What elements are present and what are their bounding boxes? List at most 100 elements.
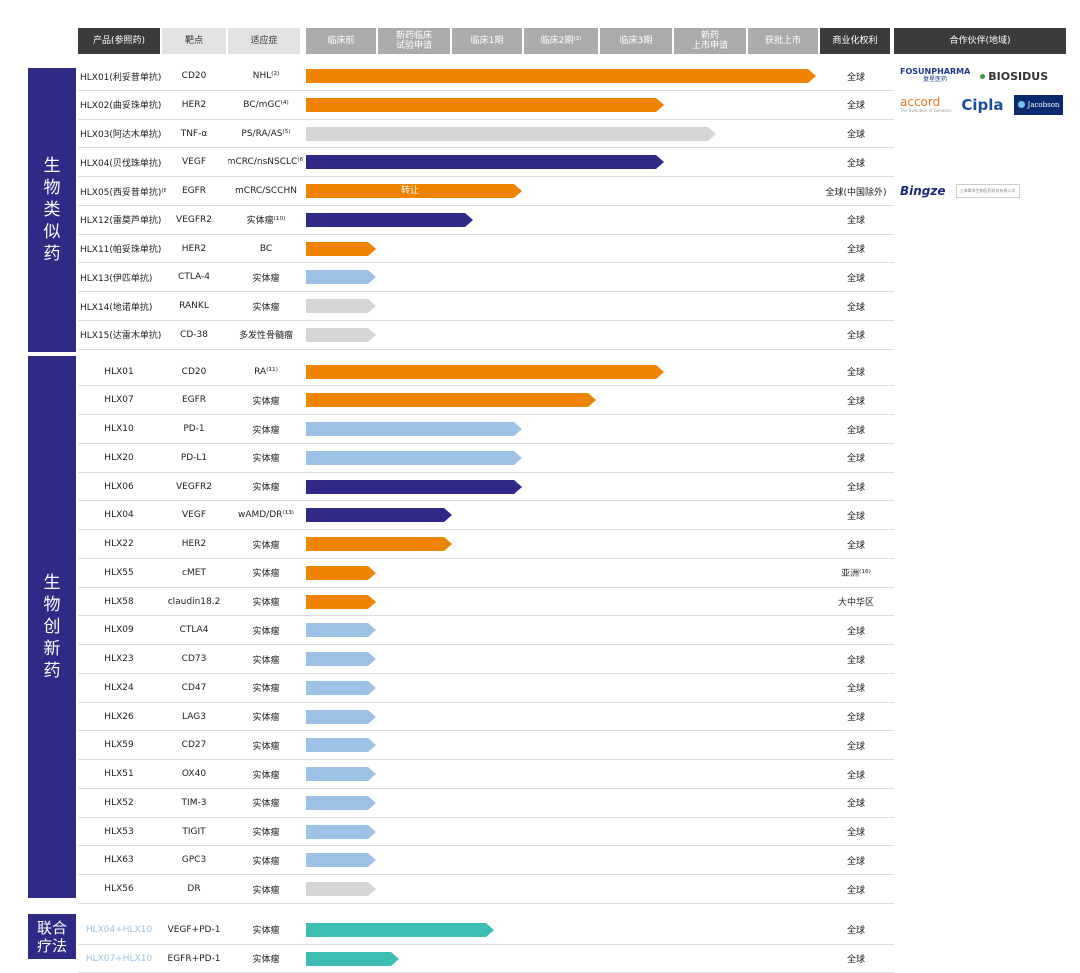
progress-arrow: [368, 652, 376, 666]
commercial-rights: 全球: [846, 540, 865, 551]
target: CD47: [181, 682, 207, 693]
progress-arrow: [708, 126, 716, 141]
header-ind: 新药临床 试验申请: [378, 28, 450, 54]
row-divider: [78, 845, 894, 847]
row-divider: [78, 385, 894, 387]
indication: RA⁽¹¹⁾: [254, 366, 278, 377]
progress-bar: [306, 680, 376, 695]
row-divider: [78, 176, 894, 177]
indication: 实体瘤: [252, 425, 280, 436]
target: VEGF: [182, 157, 206, 168]
indication: 实体瘤: [252, 828, 280, 838]
accord-logo-text: accord: [900, 94, 941, 109]
commercial-rights: 全球: [846, 368, 865, 378]
product-name: HLX63: [104, 855, 134, 866]
target: CD20: [181, 71, 207, 81]
target: LAG3: [182, 711, 206, 722]
indication: 实体瘤: [252, 799, 280, 810]
product-name: HLX59: [104, 740, 134, 751]
indication: 实体瘤: [252, 626, 280, 637]
row-divider: [78, 291, 894, 292]
commercial-rights: 亚洲⁽¹⁶⁾: [841, 569, 871, 580]
commercial-rights: 全球: [846, 216, 865, 227]
indication: wAMD/DR⁽¹³⁾: [237, 510, 295, 521]
header-approved: 获批上市: [748, 28, 818, 54]
progress-arrow: [368, 680, 376, 695]
commercial-rights: 全球: [846, 273, 865, 284]
row-divider: [78, 557, 894, 559]
target: CTLA4: [179, 625, 209, 636]
progress-bar: [306, 922, 494, 937]
target: PD-L1: [180, 452, 208, 463]
product-name: HLX26: [104, 711, 134, 722]
row-divider: [78, 672, 894, 674]
product-name: HLX02(曲妥珠单抗): [80, 101, 162, 112]
product-name: HLX15(达雷木单抗): [80, 331, 162, 342]
progress-bar: [306, 450, 522, 465]
globe-icon: [1017, 101, 1025, 109]
indication: BC/mGC⁽⁴⁾: [243, 99, 289, 110]
indication: 多发性骨髓瘤: [238, 331, 293, 342]
target: TIM-3: [181, 797, 207, 808]
progress-arrow: [514, 479, 522, 494]
progress-arrow: [656, 364, 664, 379]
indication: 实体瘤: [252, 684, 280, 695]
indication: 实体瘤: [252, 926, 280, 937]
header-rights: 商业化权利: [820, 28, 890, 54]
progress-bar: [306, 951, 399, 966]
product-name: HLX56: [104, 884, 134, 894]
indication: 实体瘤: [252, 483, 280, 493]
commercial-rights: 全球: [846, 511, 865, 522]
row-divider: [78, 319, 894, 321]
commercial-rights: 全球: [846, 655, 865, 666]
progress-bar: [306, 69, 816, 83]
target: TIGIT: [182, 826, 206, 837]
commercial-rights: 全球: [846, 926, 865, 937]
progress-arrow: [486, 922, 494, 937]
category-combination: 联合 疗法: [28, 913, 76, 960]
commercial-rights: 全球: [846, 799, 865, 810]
header-phase3: 临床3期: [600, 28, 672, 54]
product-name: HLX55: [104, 567, 134, 578]
row-divider: [78, 902, 894, 904]
header-product: 产品(参照药): [78, 28, 160, 54]
progress-bar: [306, 652, 376, 666]
commercial-rights: 全球: [846, 713, 865, 723]
indication: 实体瘤: [252, 770, 280, 781]
commercial-rights: 全球(中国除外): [825, 187, 887, 198]
row-divider: [78, 759, 894, 760]
product-name: HLX22: [104, 539, 134, 549]
progress-bar: [306, 422, 522, 436]
commercial-rights: 全球: [846, 454, 865, 465]
target: CD-38: [180, 329, 208, 340]
indication: 实体瘤: [252, 713, 280, 723]
commercial-rights: 全球: [846, 396, 865, 407]
progress-arrow: [514, 450, 522, 465]
category-biosimilars: 生物类似药: [28, 68, 76, 352]
row-divider: [78, 262, 894, 264]
target: HER2: [181, 243, 207, 254]
progress-bar: [306, 795, 376, 810]
row-divider: [78, 233, 894, 235]
progress-arrow: [656, 97, 664, 112]
progress-arrow: [368, 824, 376, 839]
progress-arrow: [368, 767, 376, 781]
target: CD20: [181, 366, 207, 377]
progress-bar: [306, 155, 664, 170]
target: OX40: [181, 769, 207, 779]
product-name: HLX52: [104, 797, 134, 808]
header-nda: 新药 上市申请: [674, 28, 746, 54]
product-name: HLX13(伊匹单抗): [80, 273, 153, 284]
row-divider: [78, 874, 894, 875]
commercial-rights: 全球: [846, 425, 865, 436]
commercial-rights: 全球: [846, 741, 865, 752]
header-phase2: 临床2期⁽³⁾: [524, 28, 598, 54]
progress-bar: [306, 738, 376, 753]
indication: 实体瘤: [252, 396, 280, 407]
commercial-rights: 全球: [846, 626, 865, 637]
progress-bar: 转让: [306, 184, 522, 198]
fosun-logo-subtext: 复星医药: [923, 76, 948, 83]
indication: mCRC/SCCHN: [235, 186, 297, 196]
product-name: HLX11(帕妥珠单抗): [80, 245, 162, 255]
progress-arrow: [368, 882, 376, 896]
